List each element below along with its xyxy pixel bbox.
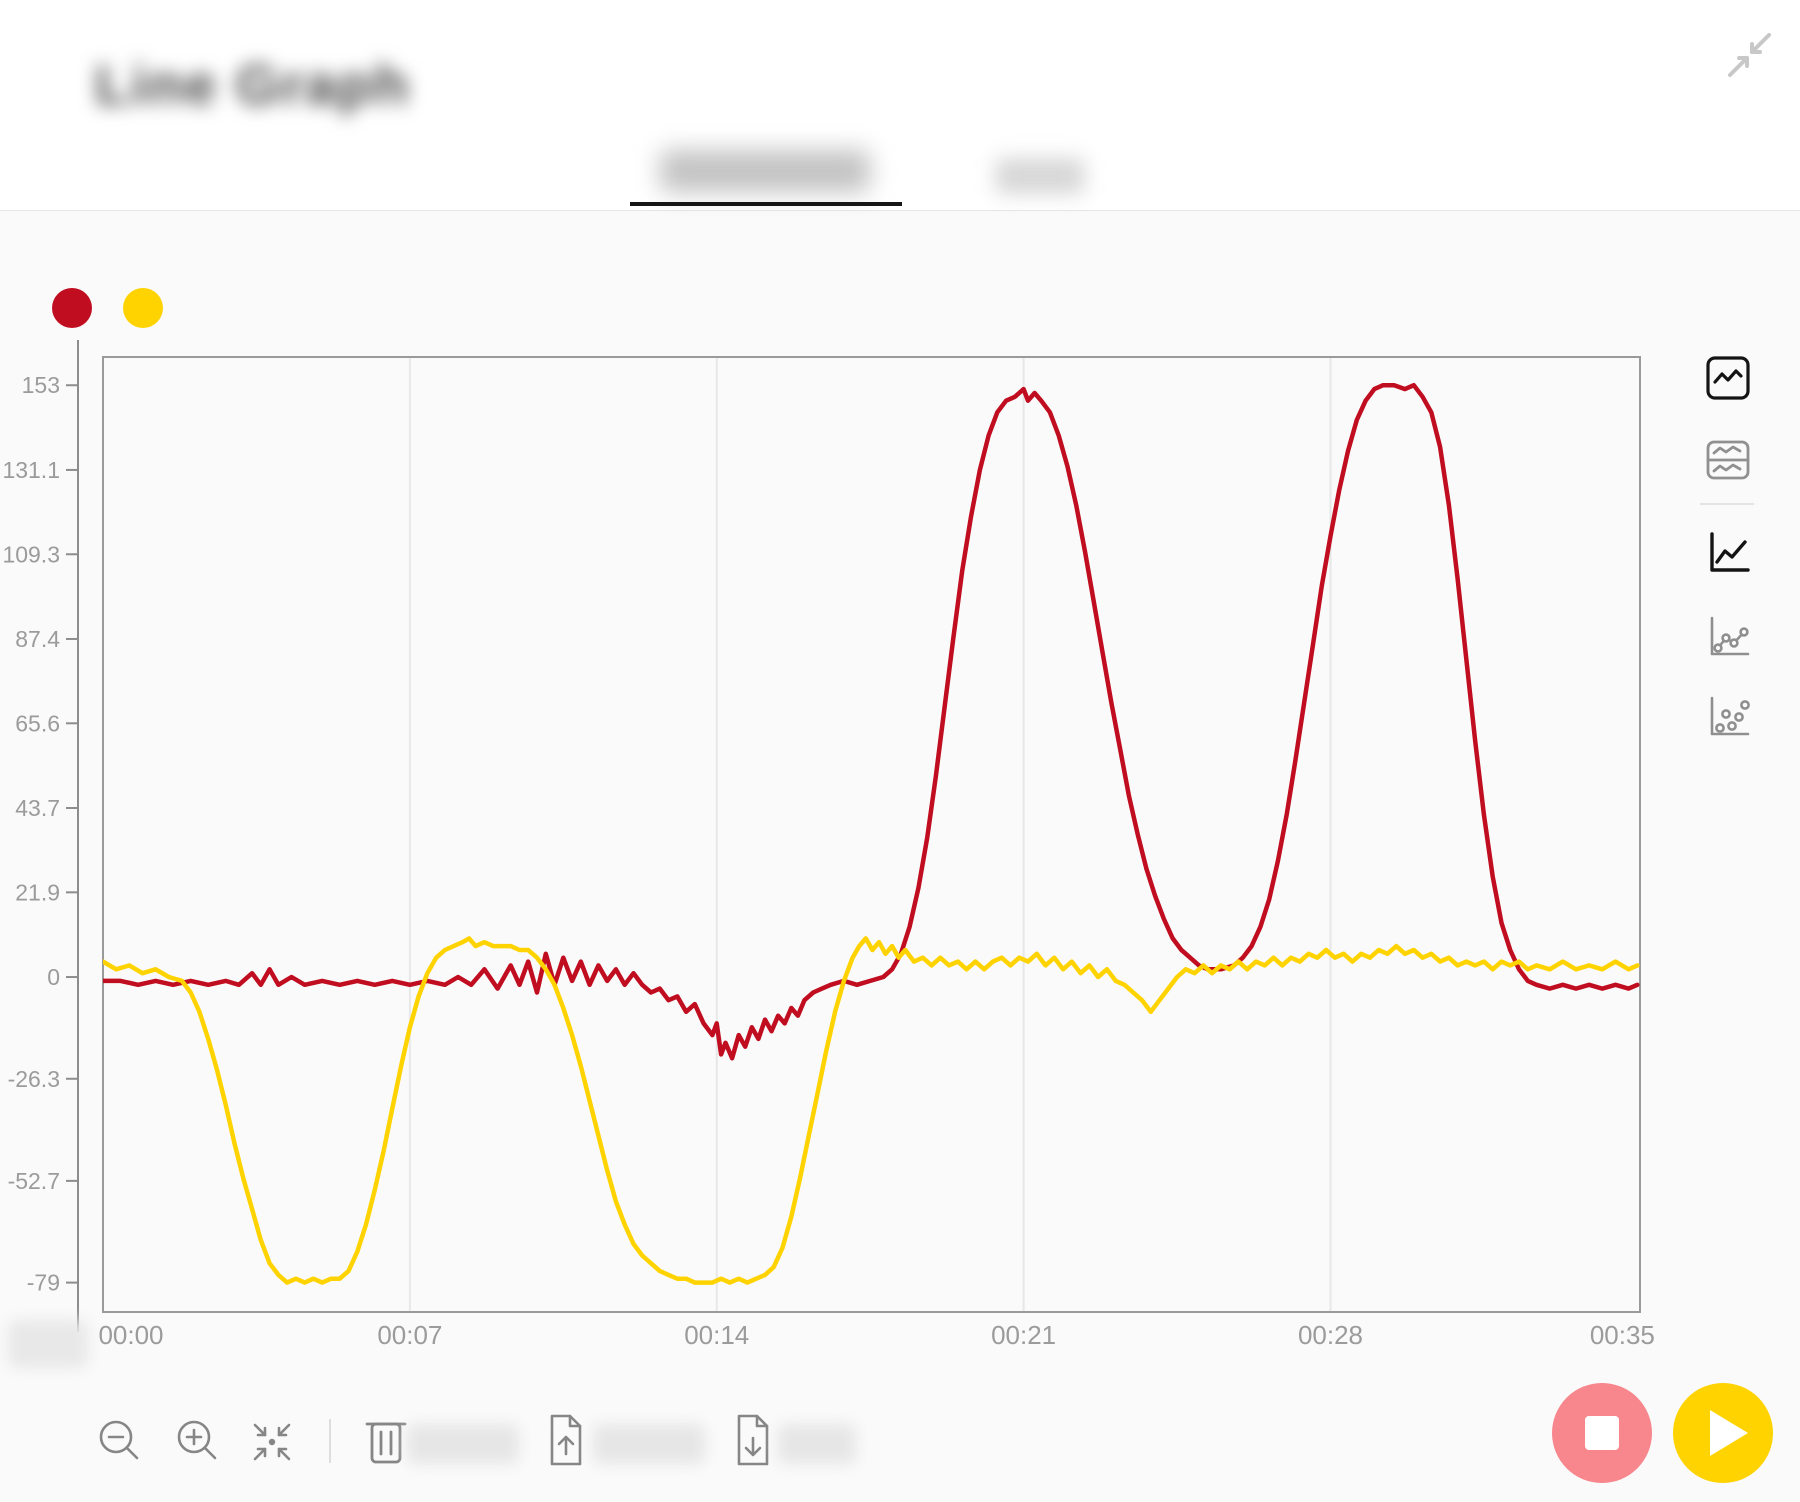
line-with-points-style-button[interactable] <box>1702 610 1754 662</box>
chart-series-yellow <box>103 936 1640 1285</box>
legend-dot-red[interactable] <box>52 288 92 328</box>
y-tick-label: 109.3 <box>2 541 60 567</box>
zoom-out-button[interactable] <box>96 1416 144 1464</box>
save-file-button[interactable] <box>733 1414 773 1468</box>
y-tick-label: 153 <box>22 372 60 398</box>
line-style-button[interactable] <box>1702 526 1754 578</box>
x-tick-label: 00:07 <box>377 1320 442 1350</box>
clear-data-button[interactable] <box>362 1414 410 1468</box>
page-title: Line Graph <box>95 53 411 116</box>
header-bar: Line Graph <box>0 0 1800 211</box>
y-tick-label: -79 <box>27 1270 60 1296</box>
load-file-button[interactable] <box>546 1414 586 1468</box>
y-tick-label: -26.3 <box>8 1066 60 1092</box>
load-file-label-blur <box>593 1424 705 1464</box>
x-tick-label: 00:21 <box>991 1320 1056 1350</box>
stop-button[interactable] <box>1552 1383 1652 1483</box>
zoom-in-button[interactable] <box>174 1416 222 1464</box>
sidebar-divider <box>1700 503 1754 505</box>
axis-unit-blur <box>8 1320 88 1368</box>
play-icon <box>1710 1410 1748 1456</box>
save-file-label-blur <box>778 1424 856 1464</box>
clear-data-label-blur <box>407 1424 519 1464</box>
y-tick-label: 43.7 <box>15 795 60 821</box>
x-tick-label: 00:35 <box>1590 1320 1655 1350</box>
tab-graph[interactable] <box>660 150 870 192</box>
x-tick-label: 00:14 <box>684 1320 749 1350</box>
tab-secondary[interactable] <box>995 158 1085 194</box>
x-tick-label: 00:00 <box>98 1320 163 1350</box>
chart-series-red <box>103 382 1640 1061</box>
x-tick-label: 00:28 <box>1298 1320 1363 1350</box>
plot-border <box>102 356 1641 1313</box>
toolbar-divider <box>329 1419 331 1463</box>
split-graph-view-button[interactable] <box>1702 434 1754 486</box>
y-tick-label: 0 <box>47 964 60 990</box>
scatter-style-button[interactable] <box>1702 690 1754 742</box>
y-tick-label: 21.9 <box>15 879 60 905</box>
collapse-view-icon[interactable] <box>1712 25 1782 85</box>
y-tick-label: 65.6 <box>15 710 60 736</box>
single-graph-view-button[interactable] <box>1702 352 1754 404</box>
fit-to-data-button[interactable] <box>248 1418 296 1466</box>
y-tick-label: -52.7 <box>8 1168 60 1194</box>
y-tick-label: 131.1 <box>2 457 60 483</box>
stop-icon <box>1585 1416 1619 1450</box>
play-button[interactable] <box>1673 1383 1773 1483</box>
legend-dot-yellow[interactable] <box>123 288 163 328</box>
y-tick-label: 87.4 <box>15 626 60 652</box>
tab-active-underline <box>630 202 902 206</box>
